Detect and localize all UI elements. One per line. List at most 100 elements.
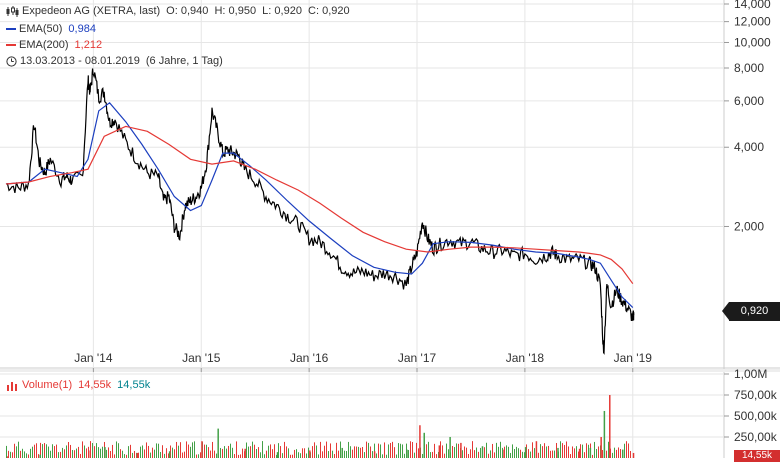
volume-bar	[535, 441, 538, 458]
volume-bar	[50, 450, 51, 458]
volume-bar	[370, 446, 371, 458]
volume-bar	[396, 454, 397, 458]
volume-bar	[144, 449, 145, 458]
volume-bar	[552, 450, 553, 458]
volume-bar	[474, 450, 475, 458]
volume-bar	[486, 442, 487, 458]
volume-bar	[608, 441, 609, 458]
volume-bar	[178, 445, 179, 458]
volume-bar	[378, 443, 379, 458]
volume-bar	[30, 448, 31, 458]
volume-tick-label: 750,00k	[734, 388, 778, 402]
volume-bar	[330, 443, 331, 458]
volume-bar	[234, 454, 235, 458]
volume-tick-label: 1,00M	[734, 367, 767, 381]
volume-bar	[478, 451, 479, 458]
volume-bar	[39, 454, 41, 458]
volume-bar	[492, 443, 493, 458]
volume-bar	[620, 449, 621, 458]
volume-bar	[180, 442, 181, 458]
volume-tick-label: 250,00k	[734, 430, 778, 444]
volume-bar	[412, 442, 413, 458]
volume-bar	[38, 454, 39, 458]
volume-bar	[444, 453, 445, 458]
volume-bar	[294, 449, 295, 458]
ema200-swatch	[6, 44, 16, 46]
date-range: 13.03.2013 - 08.01.2019 (6 Jahre, 1 Tag)	[6, 55, 223, 67]
volume-bar	[522, 451, 523, 458]
volume-bar	[588, 444, 589, 458]
ema50-line	[5, 101, 634, 309]
volume-bar	[64, 449, 65, 458]
volume-bar	[100, 448, 101, 458]
volume-bar	[341, 447, 343, 458]
volume-bar	[336, 442, 337, 458]
volume-bar	[526, 444, 527, 458]
volume-bar	[184, 451, 185, 458]
volume-bar	[150, 452, 151, 458]
volume-bar	[10, 451, 11, 458]
volume-bar	[154, 449, 155, 458]
volume-bar	[318, 454, 319, 458]
volume-bar	[500, 441, 501, 458]
volume-bar	[217, 428, 219, 458]
volume-bar	[54, 446, 55, 458]
volume-bar	[206, 444, 207, 458]
volume-bar	[72, 450, 73, 458]
legend-ema200[interactable]: EMA(200) 1,212	[6, 39, 102, 51]
volume-bar	[70, 444, 71, 458]
volume-bar	[122, 450, 123, 458]
legend-ema50[interactable]: EMA(50) 0,984	[6, 23, 96, 35]
volume-bar	[600, 437, 602, 458]
volume-bar	[16, 446, 17, 458]
volume-bar	[606, 450, 607, 458]
volume-bar	[201, 441, 203, 458]
volume-bar	[408, 450, 409, 458]
volume-bar	[380, 444, 381, 458]
volume-bar	[224, 446, 225, 458]
volume-bar	[566, 441, 567, 458]
volume-bar	[258, 447, 259, 458]
volume-bar	[62, 447, 63, 458]
volume-bar	[18, 441, 19, 458]
volume-bar	[404, 453, 405, 458]
volume-bar	[94, 446, 95, 458]
volume-bar	[212, 441, 213, 458]
volume-bar	[124, 454, 125, 458]
volume-bar	[584, 452, 585, 458]
volume-bar	[210, 450, 211, 458]
volume-bar	[32, 446, 33, 458]
volume-bar	[40, 442, 41, 458]
clock-icon	[6, 55, 17, 67]
price-line	[5, 68, 635, 355]
volume-bar	[134, 450, 135, 458]
volume-bar	[264, 454, 265, 458]
volume-bar	[222, 448, 223, 458]
volume-bar	[36, 443, 37, 458]
volume-bar	[626, 441, 627, 458]
volume-grid	[0, 373, 724, 438]
volume-bar	[338, 450, 339, 458]
volume-legend[interactable]: Volume(1) 14,55k 14,55k	[6, 379, 150, 391]
volume-bar	[110, 450, 111, 458]
volume-bar	[196, 454, 197, 458]
volume-bar	[468, 453, 469, 458]
volume-bar	[394, 447, 395, 458]
volume-bar	[14, 443, 15, 458]
volume-bar	[618, 447, 619, 458]
volume-bar	[266, 450, 267, 458]
volume-bar	[200, 452, 201, 458]
volume-bar	[564, 444, 565, 458]
volume-bar	[480, 447, 481, 458]
volume-bar	[120, 449, 121, 458]
volume-bar	[350, 446, 351, 458]
volume-bar	[360, 447, 361, 458]
volume-bar	[194, 441, 195, 458]
volume-bar	[290, 454, 291, 458]
volume-bar	[506, 445, 507, 458]
volume-bar	[238, 454, 239, 458]
volume-bar	[630, 450, 631, 458]
volume-bar	[373, 451, 376, 458]
ema200-line	[5, 125, 634, 285]
